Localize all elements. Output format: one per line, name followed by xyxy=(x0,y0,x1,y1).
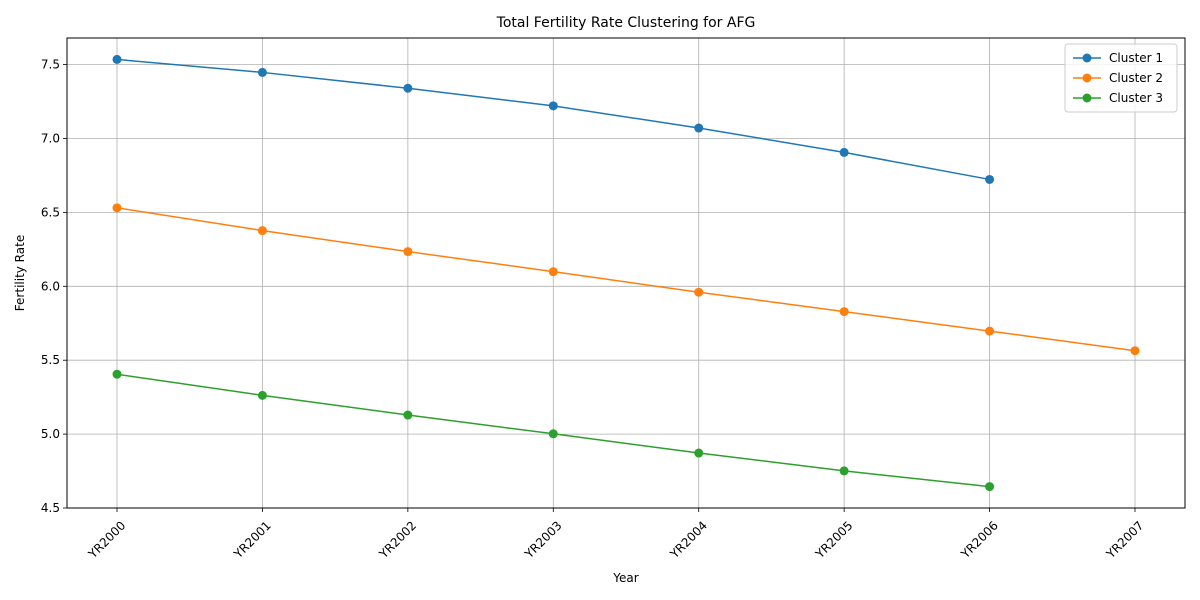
y-axis-label: Fertility Rate xyxy=(13,235,27,311)
data-point xyxy=(694,448,704,458)
data-point xyxy=(112,54,122,64)
legend-marker xyxy=(1082,73,1092,83)
y-tick-label: 4.5 xyxy=(41,501,60,515)
data-point xyxy=(403,410,413,420)
series-line-2 xyxy=(116,207,1136,352)
data-point xyxy=(112,369,122,379)
data-point xyxy=(403,83,413,93)
data-point xyxy=(694,287,704,297)
y-tick-label: 6.0 xyxy=(41,279,60,293)
data-point xyxy=(839,147,849,157)
data-point xyxy=(839,466,849,476)
data-point xyxy=(257,226,267,236)
y-tick-label: 5.0 xyxy=(41,427,60,441)
y-tick-label: 5.5 xyxy=(41,353,60,367)
legend-label: Cluster 1 xyxy=(1109,51,1163,65)
series-layer xyxy=(112,54,1140,492)
data-point xyxy=(548,101,558,111)
legend-box xyxy=(1064,43,1178,113)
y-tick-label: 7.5 xyxy=(41,58,60,72)
grid-layer xyxy=(67,38,1185,509)
legend-label: Cluster 2 xyxy=(1109,71,1163,85)
y-tick-label: 7.0 xyxy=(41,132,60,146)
x-axis-label: Year xyxy=(612,571,638,585)
data-point xyxy=(257,67,267,77)
data-point xyxy=(548,429,558,439)
data-point xyxy=(403,247,413,257)
legend-label: Cluster 3 xyxy=(1109,91,1163,105)
data-point xyxy=(1130,346,1140,356)
legend-marker xyxy=(1082,93,1092,103)
legend-marker xyxy=(1082,53,1092,63)
data-point xyxy=(112,203,122,213)
chart-title: Total Fertility Rate Clustering for AFG xyxy=(496,15,756,31)
data-point xyxy=(985,174,995,184)
data-point xyxy=(694,123,704,133)
plot-frame xyxy=(66,37,1186,509)
data-point xyxy=(257,390,267,400)
data-point xyxy=(548,267,558,277)
y-tick-label: 6.5 xyxy=(41,205,60,219)
data-point xyxy=(985,326,995,336)
data-point xyxy=(985,482,995,492)
legend: Cluster 1 Cluster 2 Cluster 3 xyxy=(1064,43,1178,113)
data-point xyxy=(839,307,849,317)
